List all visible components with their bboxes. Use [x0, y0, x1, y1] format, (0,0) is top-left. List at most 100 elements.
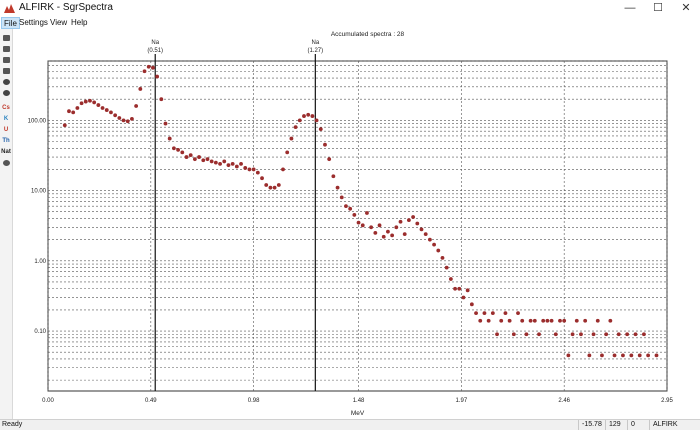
data-point	[440, 255, 445, 260]
data-point	[293, 125, 298, 130]
maximize-button[interactable]: ☐	[653, 2, 663, 14]
data-point	[176, 147, 180, 152]
x-tick-label: 0.00	[42, 398, 54, 404]
data-point	[604, 332, 609, 337]
data-point	[566, 353, 571, 358]
data-point	[159, 97, 164, 102]
data-point	[360, 223, 365, 228]
data-point	[318, 127, 323, 132]
menu-help[interactable]: Help	[71, 18, 88, 27]
align-icon[interactable]	[1, 44, 11, 54]
data-point	[348, 206, 353, 211]
data-point	[264, 183, 269, 187]
tool-cs-button[interactable]: Cs	[2, 105, 10, 111]
refresh-icon[interactable]	[1, 88, 11, 98]
tool-th-button[interactable]: Th	[2, 138, 10, 144]
status-channel: 129	[605, 420, 628, 430]
disk-icon[interactable]	[1, 77, 11, 87]
data-point	[637, 353, 642, 358]
tool-nat-button[interactable]: Nat	[1, 149, 11, 155]
data-point	[549, 318, 554, 323]
data-point	[503, 311, 508, 316]
data-point	[621, 353, 625, 358]
data-point	[457, 286, 462, 291]
data-point	[373, 230, 378, 235]
data-point	[121, 118, 126, 123]
minimize-button[interactable]: —	[624, 2, 636, 14]
data-point	[520, 318, 525, 323]
tool-u-button[interactable]: U	[3, 127, 9, 133]
data-point	[490, 311, 495, 316]
data-point	[167, 136, 172, 141]
data-point	[616, 332, 621, 337]
data-point	[209, 159, 214, 164]
data-point	[297, 118, 302, 123]
bulb-icon[interactable]	[1, 158, 11, 168]
x-tick-label: 0.98	[248, 398, 260, 404]
data-point	[574, 318, 579, 323]
data-point	[163, 121, 168, 126]
data-point	[407, 218, 411, 222]
x-tick-label: 0.49	[145, 398, 157, 404]
peak-marker-energy: (0.51)	[147, 48, 163, 54]
data-point	[155, 74, 160, 79]
data-point	[130, 116, 134, 121]
menu-settings[interactable]: Settings	[19, 18, 48, 27]
x-tick-label: 1.48	[353, 398, 365, 404]
menu-file[interactable]: File	[1, 17, 20, 29]
data-point	[302, 114, 306, 118]
data-point	[365, 211, 369, 215]
data-point	[88, 98, 92, 103]
data-point	[583, 318, 588, 323]
data-point	[486, 318, 491, 323]
menu-view[interactable]: View	[50, 18, 68, 27]
window-title: ALFIRK - SgrSpectra	[19, 2, 113, 13]
data-point	[281, 167, 285, 172]
data-point	[625, 332, 630, 337]
bars-icon[interactable]	[1, 33, 11, 43]
data-point	[390, 233, 395, 238]
data-point	[239, 161, 243, 166]
close-button[interactable]: ✕	[681, 2, 691, 14]
data-point	[125, 119, 130, 124]
data-point	[268, 185, 273, 190]
list-icon[interactable]	[1, 55, 11, 65]
data-point	[516, 311, 520, 316]
data-point	[192, 157, 197, 162]
data-point	[499, 318, 504, 323]
data-point	[465, 288, 470, 293]
x-axis-label: MeV	[351, 410, 365, 417]
data-point	[335, 185, 340, 190]
data-point	[255, 170, 260, 175]
data-point	[100, 106, 105, 110]
data-point	[633, 332, 638, 337]
data-point	[146, 64, 151, 69]
x-tick-label: 2.46	[558, 398, 570, 404]
data-point	[323, 142, 327, 147]
tool-k-button[interactable]: K	[3, 116, 9, 122]
menu-bar: File Settings View Help	[0, 17, 700, 29]
data-point	[226, 163, 231, 168]
plot-frame	[47, 60, 668, 392]
data-point	[171, 146, 176, 151]
data-point	[310, 114, 315, 118]
data-point	[511, 332, 516, 337]
data-point	[247, 167, 252, 172]
data-point	[75, 106, 80, 110]
spectrum-chart[interactable]: 0.00 0.49 0.98 1.48 1.97 2.46 2.95 100.00 10.00 1…	[0, 29, 688, 419]
data-point	[260, 176, 264, 181]
data-point	[386, 229, 390, 234]
data-point	[394, 225, 399, 230]
lines-icon[interactable]	[1, 66, 11, 76]
peak-marker-label: Na	[151, 40, 159, 46]
data-point	[369, 225, 374, 230]
data-point	[419, 227, 424, 232]
data-point	[184, 155, 189, 159]
data-point	[285, 150, 290, 155]
data-point	[327, 157, 332, 162]
data-point	[356, 220, 361, 225]
data-point	[377, 223, 382, 228]
data-point	[528, 318, 533, 323]
data-point	[213, 160, 218, 165]
data-point	[83, 99, 88, 104]
